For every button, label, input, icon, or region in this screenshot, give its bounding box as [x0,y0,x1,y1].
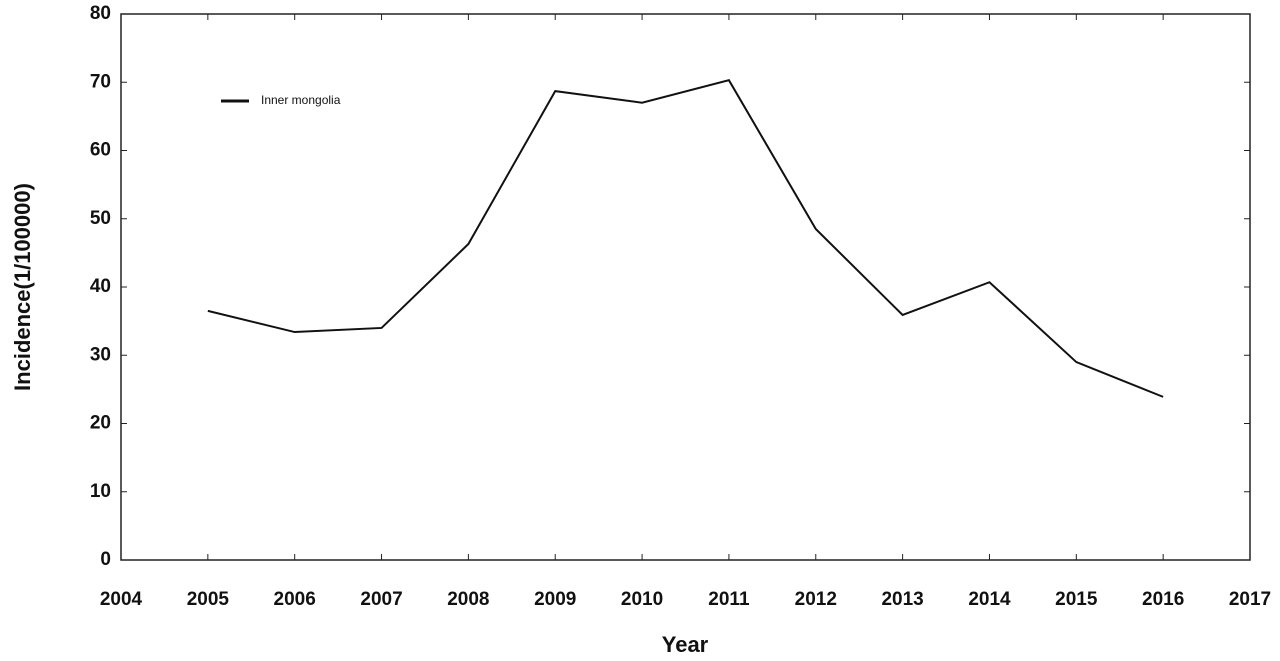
x-tick-label: 2014 [968,589,1011,610]
x-tick-label: 2009 [534,589,576,610]
x-tick-label: 2004 [100,589,143,610]
y-axis-label: Incidence(1/100000) [10,183,35,391]
x-tick-label: 2015 [1055,589,1098,610]
y-tick-label: 70 [90,71,111,92]
data-line [207,79,1164,398]
x-tick-label: 2008 [447,589,489,610]
x-tick-label: 2012 [795,589,837,610]
x-axis-label: Year [662,632,709,657]
y-tick-label: 0 [100,549,111,570]
x-tick-label: 2013 [881,589,923,610]
y-tick-label: 60 [90,140,111,161]
y-tick-label: 30 [90,344,111,365]
legend-label: Inner mongolia [261,93,341,107]
y-tick-label: 50 [90,208,111,229]
x-tick-label: 2007 [360,589,402,610]
x-tick-label: 2016 [1142,589,1184,610]
x-tick-label: 2010 [621,589,663,610]
y-tick-label: 10 [90,481,111,502]
y-tick-label: 20 [90,413,111,434]
x-tick-label: 2017 [1229,589,1271,610]
y-tick-label: 40 [90,276,111,297]
x-tick-label: 2005 [187,589,230,610]
x-tick-label: 2011 [708,589,750,610]
y-tick-label: 80 [90,3,111,24]
x-tick-label: 2006 [274,589,316,610]
